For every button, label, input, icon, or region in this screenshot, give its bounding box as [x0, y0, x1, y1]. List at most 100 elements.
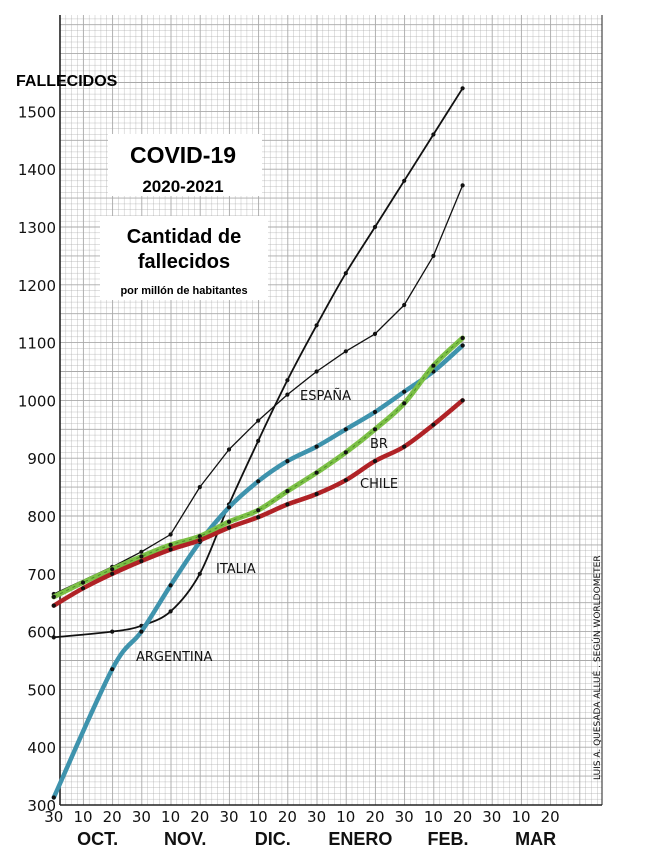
data-point-chile	[343, 478, 348, 483]
x-tick-label: 20	[541, 808, 560, 826]
data-point-chile	[431, 422, 436, 427]
y-tick-label: 300	[27, 797, 56, 815]
chart-series	[51, 86, 466, 800]
x-month-label: ENERO	[328, 829, 392, 849]
description-line-1: Cantidad de	[127, 226, 241, 248]
data-point-brasil	[226, 519, 232, 524]
description-subline: por millón de habitantes	[120, 285, 247, 297]
y-tick-label: 1400	[18, 161, 56, 179]
data-point-chile	[80, 586, 86, 591]
data-point-brasil	[110, 567, 115, 572]
data-point-argentina	[51, 795, 56, 800]
data-point-espana	[460, 183, 465, 188]
x-month-label: DIC.	[255, 829, 291, 849]
x-tick-label: 10	[73, 808, 92, 826]
description-line-2: fallecidos	[138, 251, 230, 273]
data-point-brasil	[460, 335, 465, 341]
x-tick-label: 10	[424, 808, 443, 826]
chart-subtitle: 2020-2021	[142, 177, 223, 196]
x-tick-label: 30	[395, 808, 414, 826]
x-tick-label: 20	[190, 808, 209, 826]
data-point-chile	[460, 398, 465, 403]
data-point-italia	[285, 378, 290, 383]
y-tick-label: 1200	[18, 277, 56, 295]
y-tick-label: 500	[27, 681, 56, 699]
data-point-italia	[168, 609, 173, 614]
data-point-brasil	[314, 470, 319, 475]
data-point-brasil	[343, 450, 348, 455]
data-point-brasil	[372, 427, 378, 432]
data-point-brasil	[51, 594, 56, 600]
data-point-argentina	[226, 505, 232, 510]
data-point-argentina	[460, 343, 465, 348]
y-tick-label: 1000	[18, 392, 56, 410]
data-point-chile	[110, 571, 115, 576]
x-tick-label: 20	[365, 808, 384, 826]
series-label-espana: ESPAÑA	[300, 388, 351, 404]
x-tick-label: 20	[103, 808, 122, 826]
series-line-argentina	[51, 343, 465, 800]
y-tick-label: 700	[27, 566, 56, 584]
x-tick-label: 10	[161, 808, 180, 826]
x-tick-label: 30	[132, 808, 151, 826]
x-tick-label: 30	[219, 808, 238, 826]
series-label-br: BR	[370, 437, 388, 452]
data-point-chile	[285, 502, 290, 507]
x-tick-label: 10	[249, 808, 268, 826]
data-point-chile	[197, 538, 202, 543]
x-month-label: MAR	[515, 829, 556, 849]
data-point-italia	[51, 635, 56, 640]
data-point-argentina	[168, 583, 173, 588]
y-axis-label: FALLECIDOS	[16, 73, 118, 90]
x-tick-label: 30	[44, 808, 63, 826]
data-point-espana	[314, 369, 319, 374]
data-point-espana	[402, 302, 407, 308]
chart-grid	[60, 15, 602, 805]
data-point-brasil	[168, 542, 173, 548]
data-point-espana	[372, 331, 378, 336]
source-credit: LUIS A. QUESADA ALLUÉ . SEGÚN WORLDOMETE…	[591, 555, 603, 780]
data-point-chile	[168, 547, 173, 552]
data-point-chile	[256, 515, 261, 520]
data-point-argentina	[110, 667, 115, 672]
x-month-label: FEB.	[427, 829, 468, 849]
data-point-italia	[431, 132, 436, 137]
x-tick-label: 20	[278, 808, 297, 826]
y-tick-label: 1500	[18, 103, 56, 121]
data-point-espana	[343, 349, 348, 354]
data-point-italia	[256, 438, 261, 443]
x-axis-ticks: 30 10 20 30 10 20 30 10 20 30 10 20 30 10 20 30 10 20 OCT.…	[44, 808, 559, 849]
data-point-chile	[314, 491, 319, 497]
data-point-brasil	[285, 489, 290, 494]
y-tick-label: 900	[27, 450, 56, 468]
data-point-italia	[197, 571, 202, 576]
series-line-espana	[53, 184, 464, 595]
data-point-brasil	[256, 508, 261, 513]
data-point-argentina	[285, 459, 290, 464]
y-tick-label: 1100	[18, 335, 56, 353]
title-box	[108, 134, 262, 196]
series-labels: ESPAÑA BR CHILE ITALIA ARGENTINA	[136, 388, 398, 665]
data-point-argentina	[314, 444, 319, 449]
x-tick-label: 10	[511, 808, 530, 826]
y-tick-label: 800	[27, 508, 56, 526]
data-point-argentina	[256, 479, 261, 484]
series-label-italia: ITALIA	[216, 562, 256, 577]
data-point-espana	[285, 392, 290, 397]
data-point-brasil	[402, 401, 407, 406]
data-point-espana	[197, 485, 202, 490]
x-tick-label: 30	[482, 808, 501, 826]
data-point-italia	[402, 178, 407, 183]
data-point-espana	[431, 253, 436, 258]
x-tick-label: 30	[307, 808, 326, 826]
data-point-brasil	[431, 363, 436, 368]
data-point-italia	[460, 86, 465, 91]
data-point-argentina	[139, 629, 144, 634]
data-point-italia	[314, 323, 319, 328]
data-point-italia	[343, 271, 348, 276]
data-point-argentina	[372, 409, 378, 415]
y-axis-ticks: 300 400 500 600 700 800 900 1000 1100 1200 1300 140…	[18, 103, 56, 815]
y-tick-label: 600	[27, 624, 56, 642]
x-month-label: NOV.	[164, 829, 206, 849]
